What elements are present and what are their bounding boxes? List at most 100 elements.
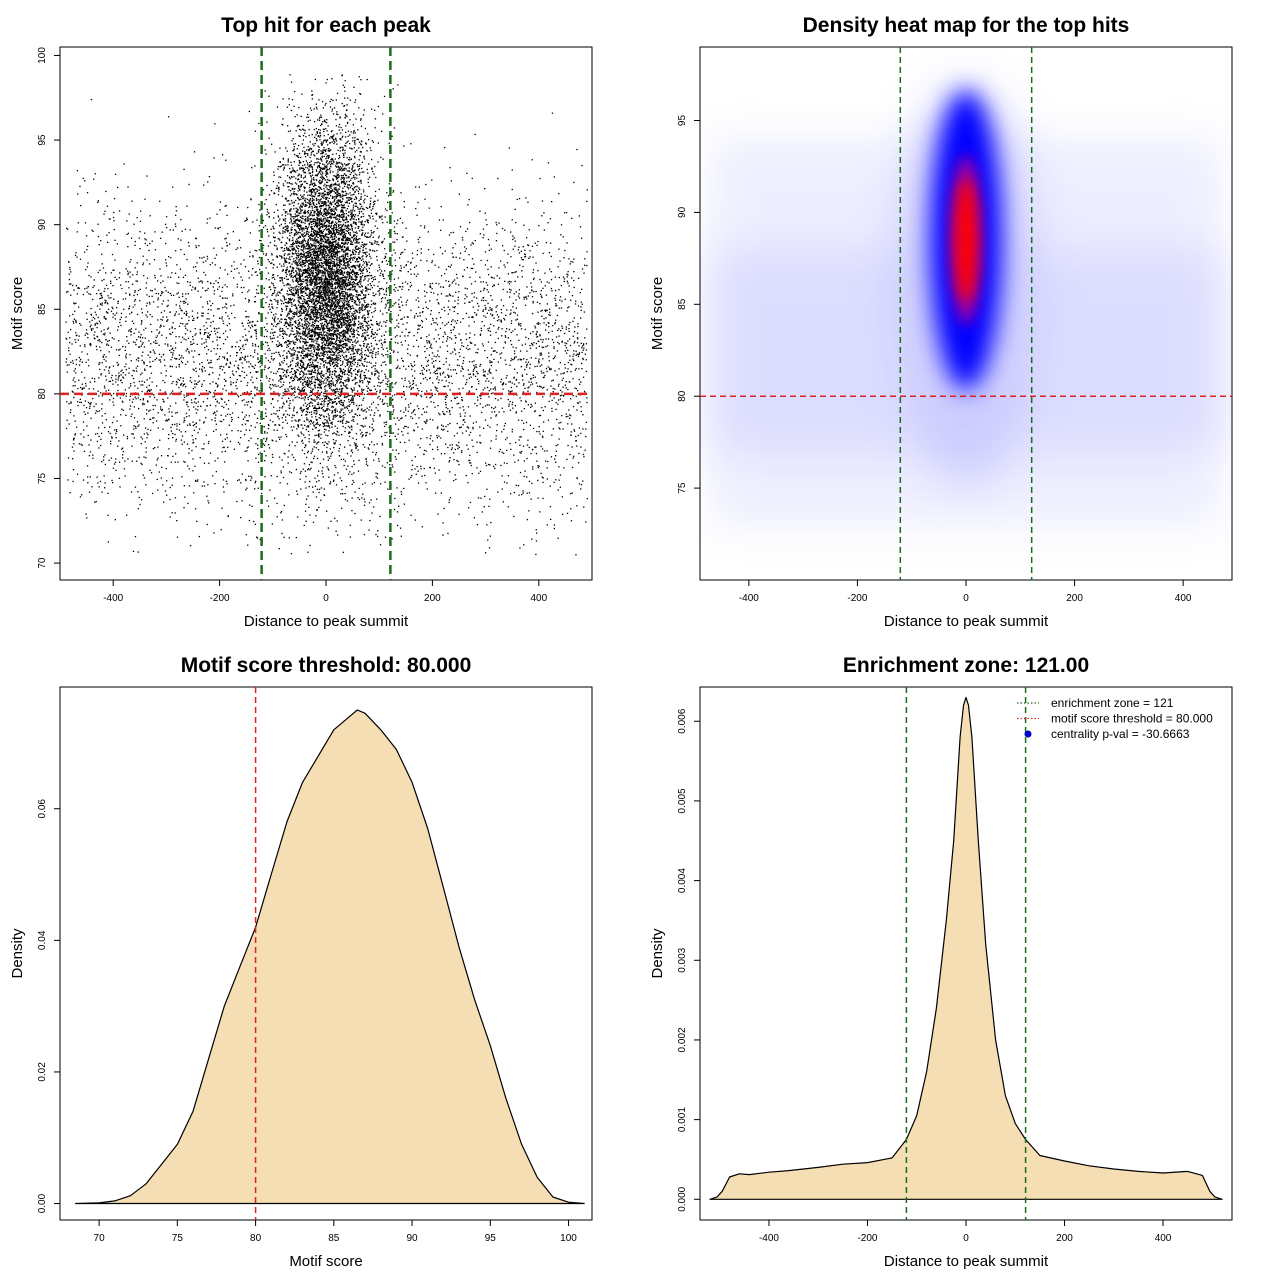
scatter-point	[412, 380, 414, 382]
scatter-point	[351, 497, 353, 499]
scatter-point	[227, 515, 229, 518]
scatter-point	[398, 419, 400, 421]
scatter-point	[385, 388, 387, 390]
scatter-point	[511, 382, 513, 384]
scatter-point	[94, 338, 96, 340]
scatter-point	[470, 462, 472, 464]
scatter-point	[254, 488, 256, 490]
scatter-point	[543, 372, 545, 374]
scatter-point	[416, 214, 418, 216]
scatter-point	[500, 397, 502, 400]
scatter-point	[420, 248, 422, 250]
scatter-point	[349, 471, 351, 473]
scatter-point	[379, 274, 381, 277]
scatter-point	[306, 383, 309, 385]
scatter-point	[517, 459, 519, 461]
scatter-point	[546, 370, 548, 373]
scatter-point	[436, 427, 439, 429]
scatter-point	[157, 297, 159, 299]
scatter-point	[177, 292, 179, 294]
scatter-point	[514, 328, 516, 330]
scatter-point	[279, 334, 281, 336]
scatter-point	[551, 380, 553, 382]
scatter-point	[229, 376, 231, 379]
scatter-point	[422, 408, 424, 410]
scatter-point	[318, 383, 321, 385]
scatter-point	[105, 360, 107, 362]
y-tick-label: 80	[37, 388, 48, 400]
scatter-point	[78, 335, 80, 337]
scatter-point	[227, 446, 229, 448]
scatter-point	[130, 360, 132, 362]
scatter-point	[281, 417, 283, 419]
scatter-point	[172, 455, 174, 458]
scatter-point	[250, 393, 252, 395]
scatter-point	[314, 441, 316, 443]
scatter-point	[353, 460, 355, 462]
scatter-point	[263, 444, 266, 446]
scatter-point	[238, 272, 240, 274]
scatter-point	[443, 428, 445, 430]
scatter-point	[339, 411, 341, 413]
scatter-point	[226, 286, 228, 288]
scatter-point	[348, 322, 351, 324]
scatter-point	[155, 292, 157, 295]
scatter-point	[530, 381, 532, 383]
scatter-point	[189, 377, 192, 379]
scatter-point	[144, 238, 146, 240]
scatter-point	[538, 362, 540, 364]
scatter-point	[447, 368, 449, 370]
scatter-point	[474, 133, 476, 136]
scatter-point	[136, 313, 139, 316]
scatter-point	[565, 387, 567, 389]
scatter-point	[257, 487, 259, 489]
scatter-point	[392, 432, 395, 434]
scatter-point	[476, 372, 479, 374]
scatter-point	[328, 400, 330, 402]
scatter-point	[104, 288, 106, 290]
scatter-point	[215, 405, 217, 407]
scatter-point	[385, 331, 387, 333]
scatter-point	[240, 358, 242, 360]
scatter-point	[207, 308, 210, 311]
scatter-point	[403, 200, 405, 203]
scatter-point	[494, 387, 496, 389]
scatter-point	[156, 385, 158, 387]
scatter-point	[382, 288, 384, 291]
scatter-point	[554, 289, 557, 292]
scatter-point	[279, 327, 281, 329]
scatter-point	[232, 293, 234, 295]
scatter-point	[119, 321, 121, 324]
scatter-point	[266, 335, 268, 338]
scatter-point	[477, 348, 479, 350]
scatter-point	[209, 452, 212, 454]
scatter-point	[180, 309, 182, 311]
scatter-point	[452, 351, 454, 353]
scatter-point	[186, 403, 188, 406]
scatter-point	[103, 317, 105, 319]
scatter-point	[360, 404, 363, 406]
scatter-point	[434, 472, 436, 474]
scatter-point	[510, 331, 512, 334]
scatter-point	[511, 390, 513, 392]
scatter-point	[187, 293, 189, 295]
scatter-point	[147, 428, 149, 431]
scatter-point	[87, 245, 89, 247]
scatter-point	[164, 343, 166, 345]
scatter-point	[531, 383, 534, 385]
scatter-point	[365, 339, 367, 341]
scatter-point	[101, 395, 103, 397]
scatter-point	[311, 402, 313, 404]
scatter-point	[373, 348, 375, 350]
scatter-point	[169, 311, 171, 313]
scatter-point	[119, 397, 121, 399]
scatter-point	[575, 440, 578, 442]
scatter-point	[359, 322, 361, 324]
scatter-point	[186, 205, 188, 207]
scatter-point	[108, 218, 110, 220]
scatter-point	[570, 398, 572, 400]
scatter-point	[175, 402, 177, 404]
scatter-point	[171, 331, 174, 334]
scatter-point	[185, 339, 187, 341]
scatter-point	[395, 381, 397, 384]
